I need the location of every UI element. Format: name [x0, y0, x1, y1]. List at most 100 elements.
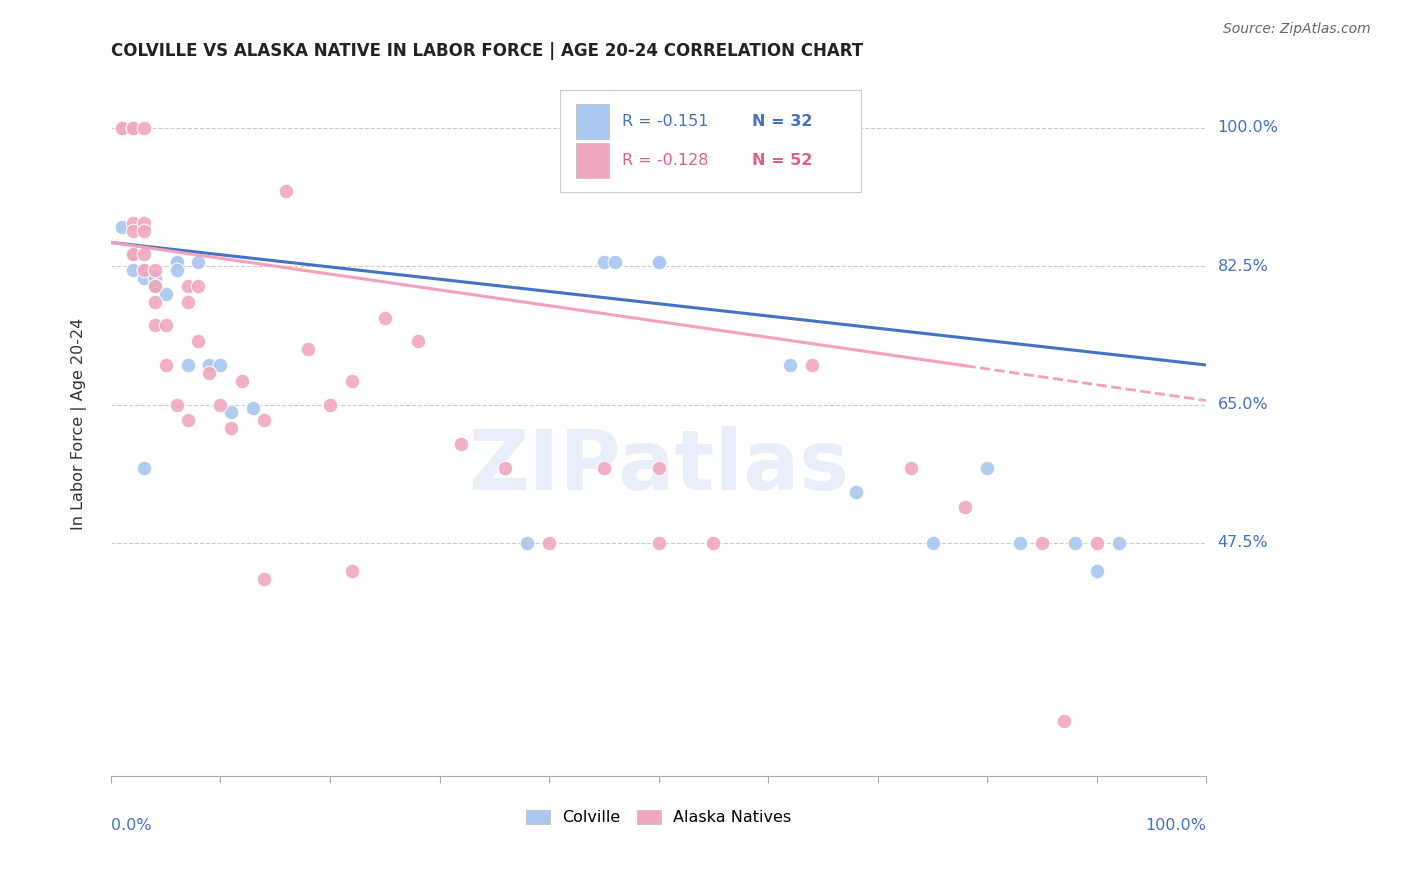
Text: Source: ZipAtlas.com: Source: ZipAtlas.com — [1223, 22, 1371, 37]
Point — [921, 536, 943, 550]
Point — [111, 120, 134, 135]
Point — [187, 279, 209, 293]
Point — [845, 484, 868, 499]
Point — [209, 358, 232, 372]
Point — [155, 318, 177, 333]
Legend: Colville, Alaska Natives: Colville, Alaska Natives — [519, 803, 799, 831]
Point — [166, 255, 188, 269]
Point — [176, 294, 198, 309]
Text: 100.0%: 100.0% — [1218, 120, 1278, 136]
Point — [253, 413, 276, 427]
Point — [647, 255, 669, 269]
Point — [111, 120, 134, 135]
Point — [1085, 564, 1108, 578]
Point — [647, 460, 669, 475]
Point — [516, 536, 538, 550]
Text: COLVILLE VS ALASKA NATIVE IN LABOR FORCE | AGE 20-24 CORRELATION CHART: COLVILLE VS ALASKA NATIVE IN LABOR FORCE… — [111, 42, 863, 60]
Point — [166, 255, 188, 269]
Point — [955, 500, 977, 515]
Point — [297, 342, 319, 356]
Point — [1108, 536, 1130, 550]
Point — [1053, 714, 1076, 728]
Text: 65.0%: 65.0% — [1218, 397, 1268, 412]
Point — [132, 271, 155, 285]
Text: 82.5%: 82.5% — [1218, 259, 1268, 274]
Point — [209, 398, 232, 412]
Point — [143, 279, 166, 293]
Point — [340, 374, 363, 388]
Point — [374, 310, 396, 325]
Point — [340, 564, 363, 578]
Point — [155, 358, 177, 372]
Point — [494, 460, 516, 475]
Point — [143, 263, 166, 277]
Point — [603, 255, 626, 269]
Point — [132, 263, 155, 277]
Point — [121, 216, 143, 230]
Point — [132, 216, 155, 230]
Point — [155, 286, 177, 301]
Point — [132, 223, 155, 237]
Point — [132, 263, 155, 277]
Text: ZIPatlas: ZIPatlas — [468, 426, 849, 507]
Point — [647, 536, 669, 550]
Point — [121, 247, 143, 261]
Point — [121, 247, 143, 261]
Point — [143, 318, 166, 333]
Point — [221, 421, 243, 435]
Point — [166, 263, 188, 277]
Point — [198, 366, 221, 380]
Text: 0.0%: 0.0% — [111, 819, 152, 833]
Point — [121, 120, 143, 135]
Point — [176, 279, 198, 293]
Text: 100.0%: 100.0% — [1146, 819, 1206, 833]
Point — [121, 120, 143, 135]
Point — [111, 120, 134, 135]
Point — [121, 120, 143, 135]
Point — [176, 413, 198, 427]
Point — [647, 255, 669, 269]
Text: N = 52: N = 52 — [752, 153, 813, 168]
Point — [121, 263, 143, 277]
Point — [538, 536, 561, 550]
Point — [111, 219, 134, 234]
Point — [187, 334, 209, 349]
Point — [132, 247, 155, 261]
Y-axis label: In Labor Force | Age 20-24: In Labor Force | Age 20-24 — [72, 318, 87, 531]
FancyBboxPatch shape — [576, 143, 609, 178]
Point — [143, 279, 166, 293]
Point — [1010, 536, 1032, 550]
Point — [1031, 536, 1053, 550]
Point — [176, 358, 198, 372]
Point — [231, 374, 253, 388]
Point — [1064, 536, 1087, 550]
Point — [276, 184, 298, 198]
Point — [253, 572, 276, 586]
Point — [406, 334, 429, 349]
Point — [132, 120, 155, 135]
Point — [319, 398, 342, 412]
Text: 47.5%: 47.5% — [1218, 535, 1268, 550]
Point — [1085, 536, 1108, 550]
Text: R = -0.151: R = -0.151 — [623, 114, 709, 129]
Point — [592, 460, 614, 475]
FancyBboxPatch shape — [560, 90, 862, 192]
Point — [592, 255, 614, 269]
Point — [242, 401, 264, 416]
Point — [143, 271, 166, 285]
Point — [166, 398, 188, 412]
Text: R = -0.128: R = -0.128 — [623, 153, 709, 168]
Point — [198, 358, 221, 372]
Point — [779, 358, 801, 372]
FancyBboxPatch shape — [576, 104, 609, 139]
Point — [801, 358, 824, 372]
Point — [976, 460, 998, 475]
Point — [702, 536, 724, 550]
Point — [187, 255, 209, 269]
Point — [450, 437, 472, 451]
Point — [121, 120, 143, 135]
Text: N = 32: N = 32 — [752, 114, 813, 129]
Point — [132, 460, 155, 475]
Point — [900, 460, 922, 475]
Point — [143, 294, 166, 309]
